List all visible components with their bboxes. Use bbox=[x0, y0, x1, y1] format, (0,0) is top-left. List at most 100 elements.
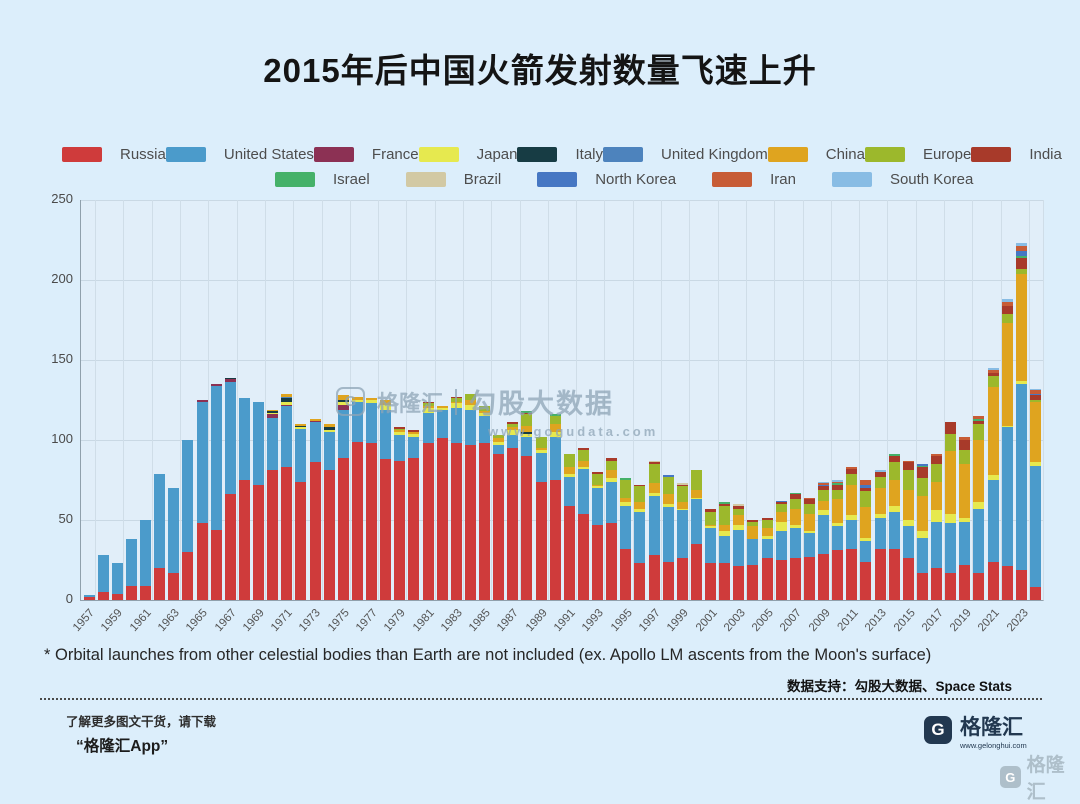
segment-china bbox=[931, 481, 943, 511]
segment-russia bbox=[549, 480, 561, 600]
segment-japan bbox=[1001, 425, 1013, 428]
legend-item-italy: Italy bbox=[517, 146, 603, 163]
segment-india bbox=[606, 457, 618, 461]
segment-russia bbox=[521, 456, 533, 600]
legend-item-north-korea: North Korea bbox=[537, 171, 676, 188]
legend-item-united-kingdom: United Kingdom bbox=[603, 146, 768, 163]
segment-united-states bbox=[351, 401, 363, 442]
segment-japan bbox=[620, 502, 632, 506]
segment-japan bbox=[888, 505, 900, 513]
segment-united-states bbox=[902, 526, 914, 559]
segment-india bbox=[789, 494, 801, 500]
segment-united-states bbox=[719, 536, 731, 564]
legend-label-brazil: Brazil bbox=[463, 171, 502, 188]
segment-china bbox=[408, 432, 420, 434]
segment-china bbox=[803, 513, 815, 532]
segment-united-states bbox=[422, 412, 434, 444]
segment-italy bbox=[267, 411, 279, 413]
legend-swatch-europe bbox=[864, 147, 905, 162]
segment-russia bbox=[196, 523, 208, 600]
segment-russia bbox=[916, 572, 928, 600]
segment-japan bbox=[380, 404, 392, 410]
segment-united-states bbox=[931, 521, 943, 568]
segment-japan bbox=[973, 502, 985, 509]
segment-india bbox=[394, 427, 406, 429]
segment-europe bbox=[888, 462, 900, 481]
segment-italy bbox=[521, 432, 533, 434]
segment-south-korea bbox=[818, 481, 830, 484]
segment-europe bbox=[676, 486, 688, 503]
segment-china bbox=[888, 480, 900, 506]
legend-swatch-north-korea bbox=[537, 172, 578, 187]
segment-united-states bbox=[662, 507, 674, 562]
y-tick-150: 150 bbox=[51, 351, 73, 366]
segment-japan bbox=[733, 524, 745, 530]
segment-france bbox=[309, 420, 321, 423]
bar-1962 bbox=[154, 473, 166, 600]
gridline-x bbox=[180, 200, 182, 600]
data-support-credit: 数据支持：勾股大数据、Space Stats bbox=[786, 679, 1012, 694]
segment-india bbox=[902, 462, 914, 471]
bar-1985 bbox=[479, 406, 491, 600]
segment-united-states bbox=[705, 528, 717, 564]
legend-item-israel: Israel bbox=[275, 171, 370, 188]
segment-italy bbox=[323, 427, 335, 431]
segment-united-states bbox=[493, 444, 505, 455]
bar-1974 bbox=[323, 424, 335, 600]
segment-china bbox=[521, 425, 533, 433]
segment-india bbox=[648, 462, 660, 465]
bar-1990 bbox=[549, 414, 561, 600]
segment-south-korea bbox=[1015, 243, 1027, 247]
segment-france bbox=[224, 379, 236, 383]
segment-russia bbox=[507, 448, 519, 600]
segment-india bbox=[846, 468, 858, 474]
legend-swatch-russia bbox=[62, 147, 102, 162]
segment-russia bbox=[1029, 587, 1041, 600]
segment-china bbox=[874, 488, 886, 514]
segment-russia bbox=[832, 550, 844, 600]
segment-japan bbox=[394, 432, 406, 436]
bar-1993 bbox=[592, 472, 604, 600]
segment-europe bbox=[394, 428, 406, 431]
legend-item-brazil: Brazil bbox=[405, 171, 502, 188]
segment-india bbox=[719, 504, 731, 506]
segment-russia bbox=[676, 558, 688, 600]
segment-iran bbox=[987, 369, 999, 373]
segment-iran bbox=[1001, 302, 1013, 306]
segment-israel bbox=[832, 483, 844, 485]
segment-china bbox=[422, 406, 434, 409]
segment-europe bbox=[733, 508, 745, 516]
segment-japan bbox=[818, 510, 830, 516]
segment-russia bbox=[210, 529, 222, 600]
segment-india bbox=[916, 467, 928, 479]
segment-united-states bbox=[267, 417, 279, 471]
segment-japan bbox=[1015, 380, 1027, 385]
gridline-x bbox=[123, 200, 125, 600]
segment-russia bbox=[337, 457, 349, 600]
segment-india bbox=[733, 505, 745, 509]
segment-japan bbox=[634, 508, 646, 513]
segment-italy bbox=[281, 398, 293, 402]
segment-united-states bbox=[464, 409, 476, 445]
segment-china bbox=[351, 396, 363, 401]
bar-1973 bbox=[309, 419, 321, 600]
segment-italy bbox=[295, 425, 307, 428]
segment-india bbox=[1029, 395, 1041, 401]
segment-russia bbox=[846, 548, 858, 600]
segment-china bbox=[493, 438, 505, 442]
bar-1998 bbox=[662, 475, 674, 600]
segment-china bbox=[690, 489, 702, 498]
segment-united-states bbox=[606, 481, 618, 524]
segment-russia bbox=[860, 561, 872, 600]
segment-india bbox=[973, 420, 985, 425]
segment-united-kingdom bbox=[281, 396, 293, 399]
segment-iran bbox=[959, 436, 971, 441]
segment-russia bbox=[168, 572, 180, 600]
segment-china bbox=[705, 524, 717, 527]
gelonghui-logo-url: www.gelonghui.com bbox=[960, 741, 1027, 751]
segment-japan bbox=[507, 430, 519, 436]
segment-japan bbox=[846, 515, 858, 521]
segment-russia bbox=[323, 470, 335, 600]
segment-united-states bbox=[818, 515, 830, 554]
segment-india bbox=[874, 472, 886, 477]
